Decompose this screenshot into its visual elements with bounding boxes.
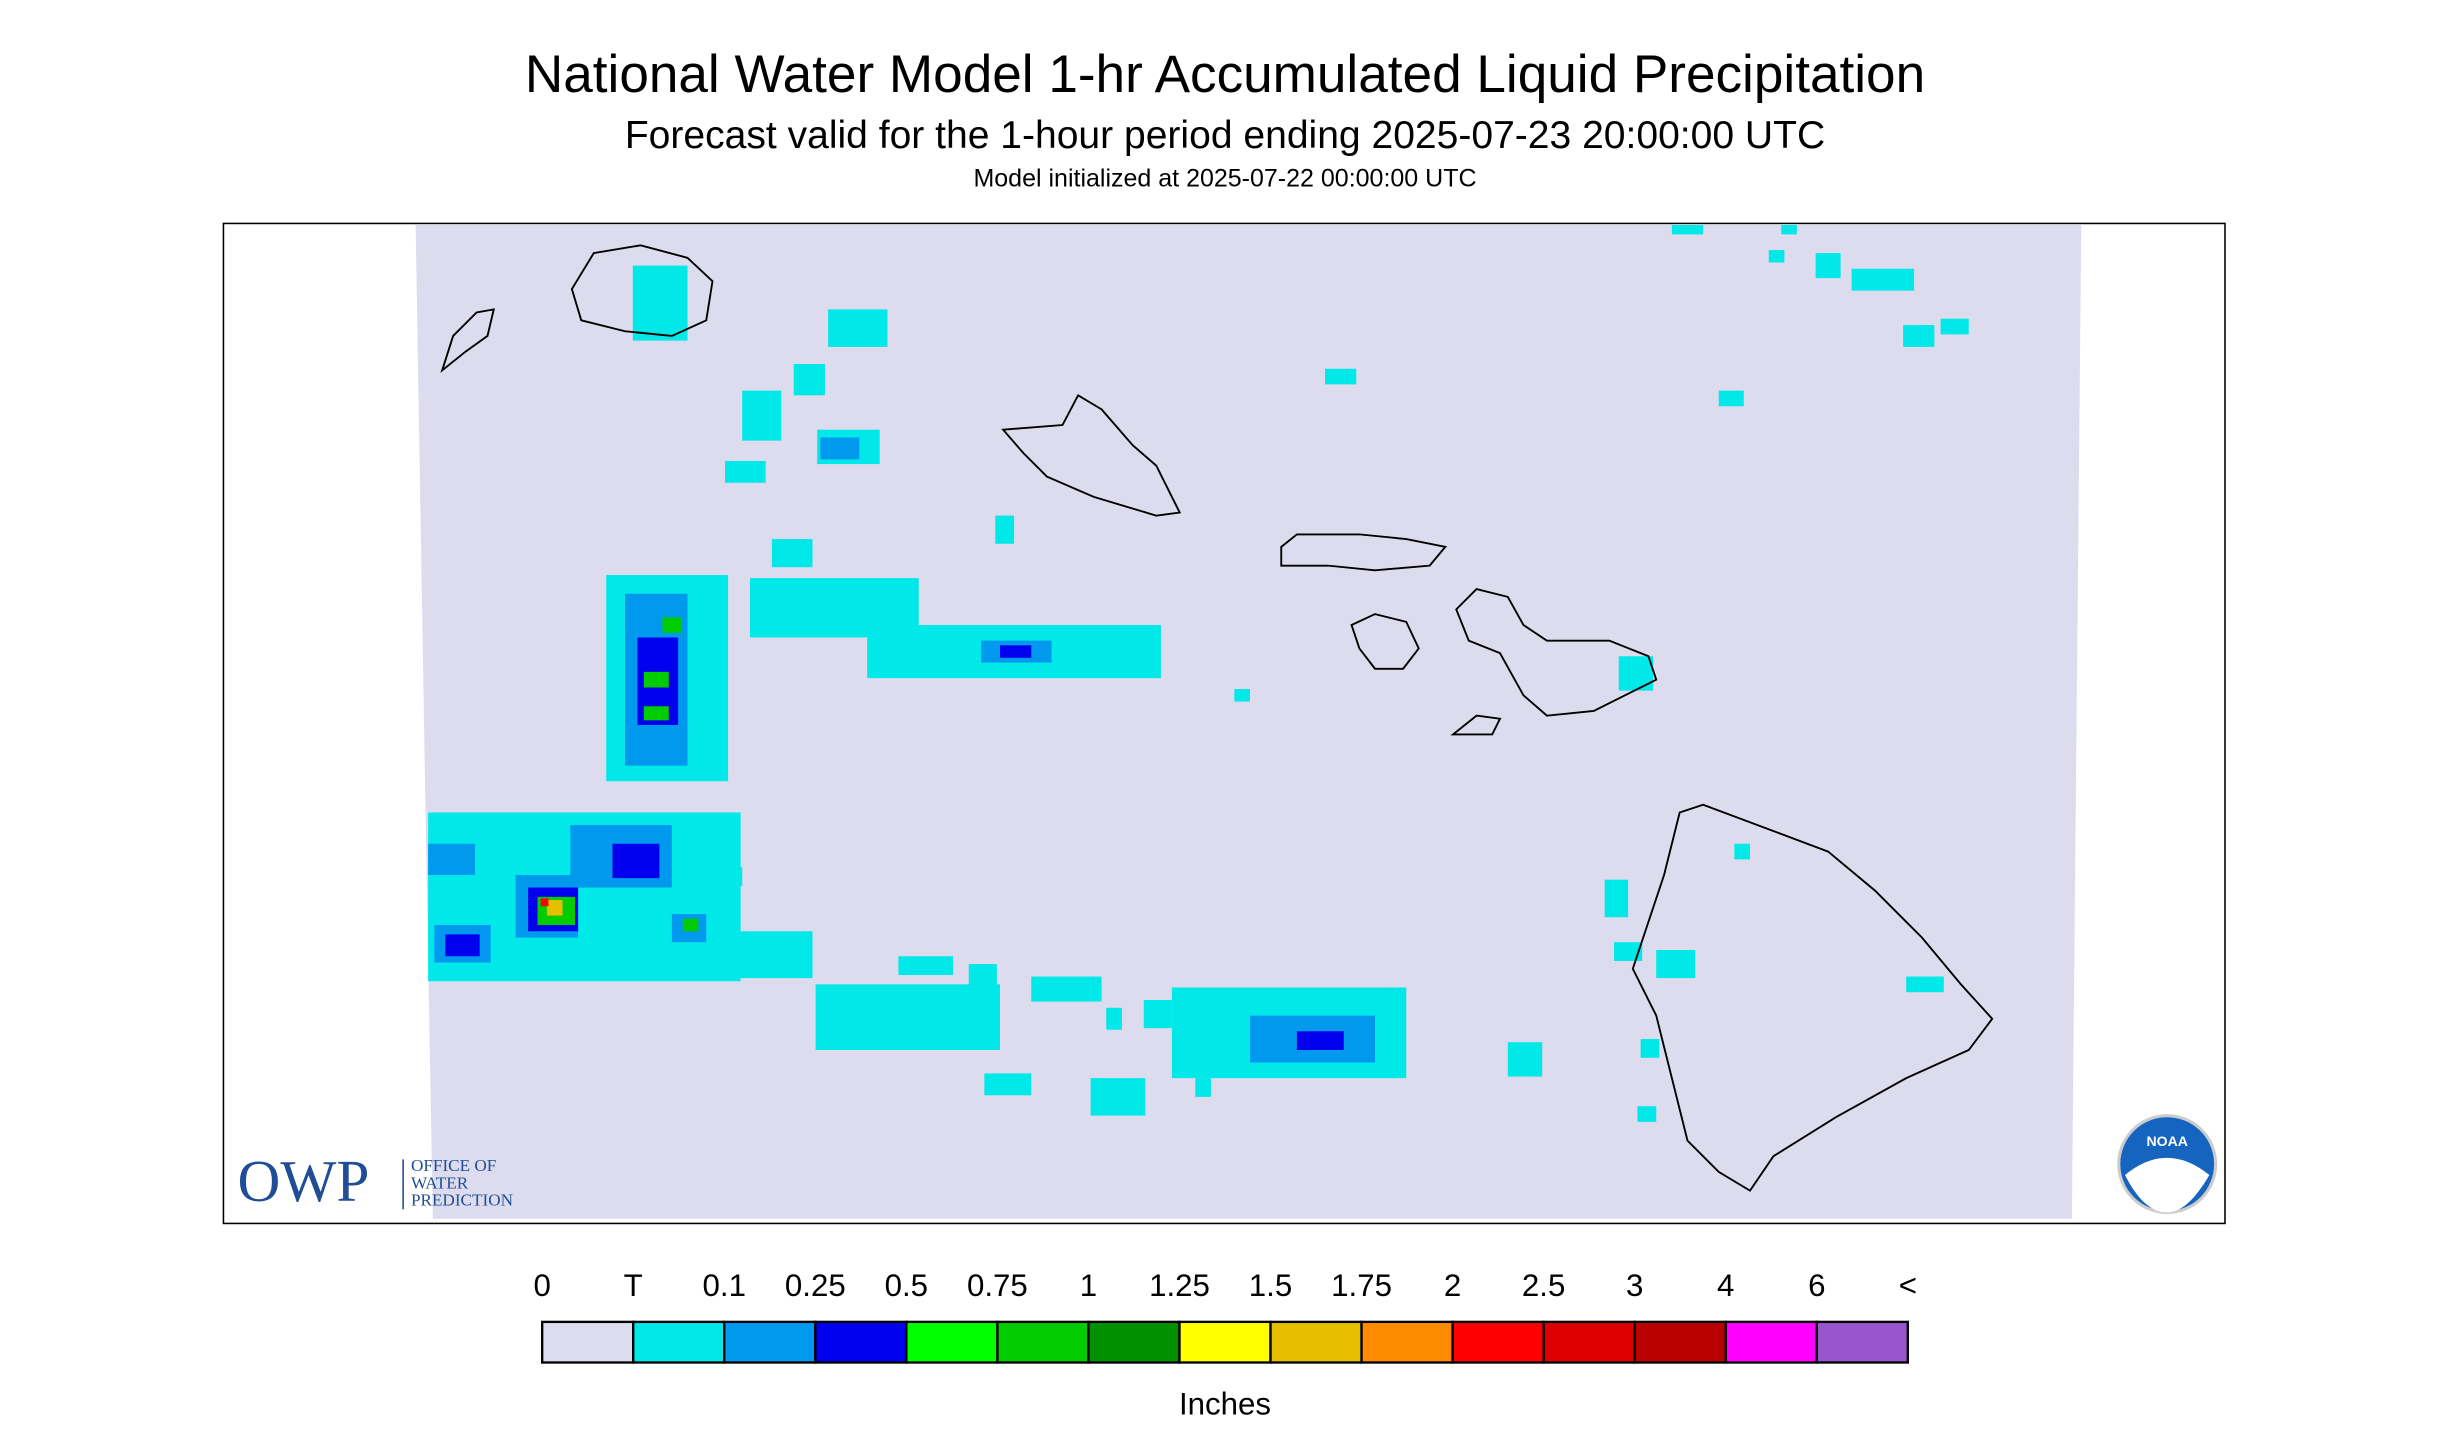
colorbar-swatch bbox=[1724, 1320, 1818, 1364]
owp-name-line: OFFICE OF bbox=[411, 1156, 496, 1175]
colorbar-label: 0.25 bbox=[785, 1268, 846, 1303]
colorbar-label: T bbox=[624, 1268, 643, 1303]
colorbar-swatch bbox=[632, 1320, 726, 1364]
colorbar: 0 T 0.1 0.25 0.5 0.75 1 1.25 1.5 1.75 2 2.5 3 4 6 < bbox=[533, 1268, 1917, 1364]
colorbar-units: Inches bbox=[1179, 1387, 1271, 1422]
owp-name-line: WATER bbox=[411, 1173, 469, 1192]
colorbar-swatch bbox=[1360, 1320, 1454, 1364]
colorbar-label: 0 bbox=[533, 1268, 550, 1303]
colorbar-label: 1.75 bbox=[1331, 1268, 1392, 1303]
colorbar-label: 0.1 bbox=[703, 1268, 746, 1303]
colorbar-swatch bbox=[905, 1320, 999, 1364]
colorbar-label: 1 bbox=[1080, 1268, 1097, 1303]
init-time: Model initialized at 2025-07-22 00:00:00… bbox=[973, 164, 1476, 192]
colorbar-label: 1.25 bbox=[1149, 1268, 1210, 1303]
colorbar-swatch bbox=[1542, 1320, 1636, 1364]
coastlines bbox=[440, 244, 1994, 1192]
colorbar-label: 1.5 bbox=[1249, 1268, 1292, 1303]
figure: National Water Model 1-hr Accumulated Li… bbox=[222, 45, 2226, 1422]
colorbar-swatch bbox=[1633, 1320, 1727, 1364]
subtitle: Forecast valid for the 1-hour period end… bbox=[625, 114, 1825, 157]
colorbar-label: 0.75 bbox=[967, 1268, 1028, 1303]
precip-max bbox=[540, 898, 549, 907]
colorbar-swatch bbox=[1451, 1320, 1545, 1364]
colorbar-swatch bbox=[1815, 1320, 1909, 1364]
owp-name-line: PREDICTION bbox=[411, 1191, 513, 1210]
noaa-text: NOAA bbox=[2147, 1133, 2188, 1149]
title: National Water Model 1-hr Accumulated Li… bbox=[525, 45, 1925, 104]
colorbar-swatch bbox=[723, 1320, 817, 1364]
colorbar-label: 6 bbox=[1808, 1268, 1825, 1303]
colorbar-swatch bbox=[1087, 1320, 1181, 1364]
colorbar-swatch bbox=[541, 1320, 635, 1364]
colorbar-label: 2 bbox=[1444, 1268, 1461, 1303]
owp-logo: OWP bbox=[238, 1148, 370, 1214]
colorbar-swatch bbox=[814, 1320, 908, 1364]
colorbar-swatch bbox=[996, 1320, 1090, 1364]
colorbar-swatch bbox=[1269, 1320, 1363, 1364]
colorbar-swatch bbox=[1178, 1320, 1272, 1364]
colorbar-label: 0.5 bbox=[885, 1268, 928, 1303]
colorbar-label: < bbox=[1899, 1268, 1917, 1303]
precip-peak bbox=[546, 900, 563, 916]
colorbar-label: 3 bbox=[1626, 1268, 1643, 1303]
colorbar-label: 4 bbox=[1717, 1268, 1734, 1303]
colorbar-label: 2.5 bbox=[1522, 1268, 1565, 1303]
noaa-bird bbox=[2125, 1157, 2210, 1213]
